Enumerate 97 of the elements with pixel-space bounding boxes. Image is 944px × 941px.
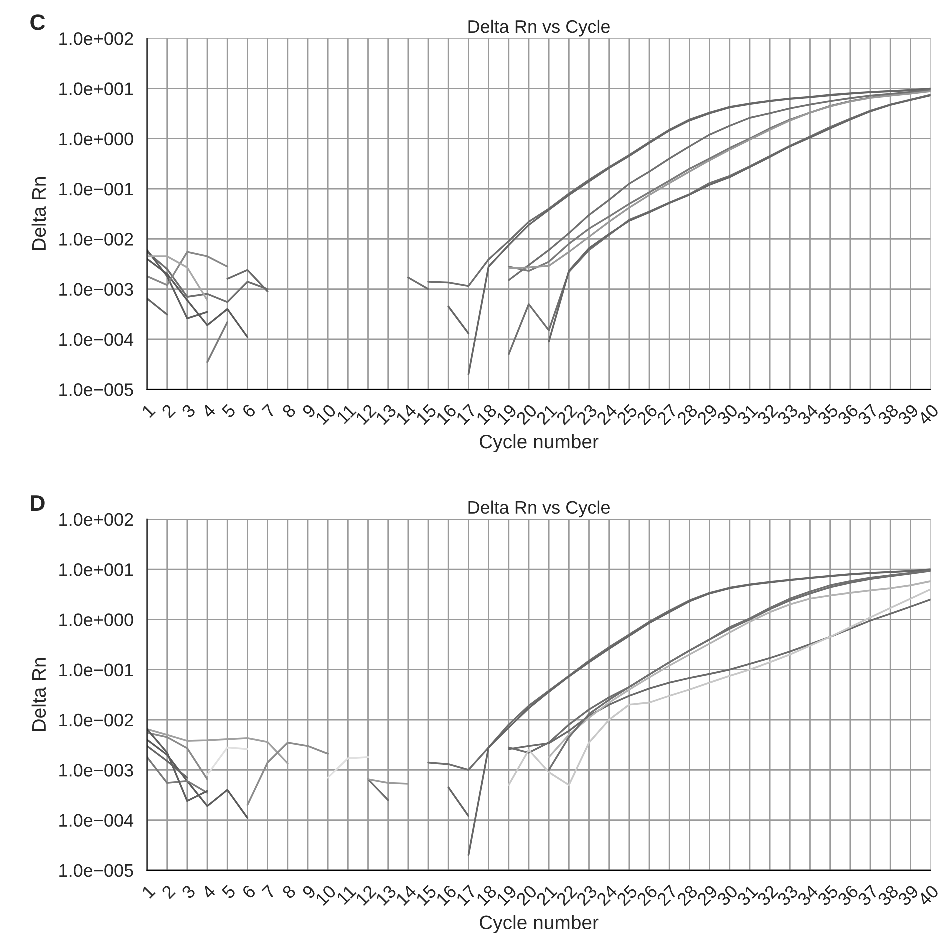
y-tick-label: 1.0e−004 bbox=[60, 814, 134, 828]
x-tick-label: 30 bbox=[716, 884, 739, 907]
x-tick-label: 16 bbox=[436, 884, 458, 906]
x-tick-label: 29 bbox=[696, 404, 719, 426]
x-tick-label: 20 bbox=[516, 884, 538, 907]
y-tick-label: 1.0e−001 bbox=[60, 182, 134, 196]
y-tick-label: 1.0e+002 bbox=[60, 32, 134, 46]
x-tick-label: 11 bbox=[336, 884, 357, 906]
y-tick-label: 1.0e−001 bbox=[60, 664, 134, 677]
x-tick-label: 23 bbox=[576, 404, 598, 426]
x-tick-label: 16 bbox=[436, 404, 458, 426]
x-tick-label: 11 bbox=[336, 404, 357, 424]
text: D bbox=[31, 496, 45, 511]
x-tick-label: 25 bbox=[616, 884, 638, 907]
x-tick-label: 29 bbox=[696, 884, 719, 907]
y-tick-label: 1.0e+001 bbox=[60, 564, 134, 576]
x-tick-label: 26 bbox=[636, 884, 658, 907]
x-tick-label: 31 bbox=[736, 884, 759, 907]
x-tick-label: 19 bbox=[496, 404, 518, 426]
y-tick-label: 1.0e−002 bbox=[60, 233, 134, 246]
x-tick-label: 21 bbox=[536, 884, 558, 906]
x-tick-label: 38 bbox=[877, 404, 900, 426]
x-tick-label: 26 bbox=[636, 404, 658, 426]
x-tick-label: 7 bbox=[262, 884, 276, 900]
y-tick-label: 1.0e−005 bbox=[60, 384, 134, 396]
x-tick-label: 34 bbox=[796, 403, 820, 426]
x-tick-label: 39 bbox=[897, 404, 920, 426]
y-tick-label: 1.0e+000 bbox=[60, 614, 134, 626]
x-tick-label: 40 bbox=[917, 884, 940, 907]
x-axis-title: Cycle number bbox=[480, 915, 599, 934]
text: C bbox=[30, 14, 46, 30]
x-tick-label: 40 bbox=[917, 404, 940, 426]
x-tick-label: 32 bbox=[756, 884, 779, 907]
x-tick-label: 37 bbox=[857, 404, 880, 426]
x-tick-label: 31 bbox=[736, 404, 759, 426]
x-tick-label: 37 bbox=[857, 884, 880, 907]
x-tick-label: 17 bbox=[456, 884, 478, 906]
x-tick-label: 25 bbox=[616, 404, 638, 426]
x-tick-label: 7 bbox=[262, 404, 276, 418]
x-tick-label: 6 bbox=[242, 404, 257, 419]
x-tick-label: 10 bbox=[315, 404, 337, 426]
x-tick-label: 19 bbox=[496, 884, 518, 906]
x-tick-label: 36 bbox=[837, 404, 860, 426]
x-tick-label: 8 bbox=[282, 404, 297, 419]
x-tick-label: 6 bbox=[242, 884, 257, 900]
x-tick-label: 27 bbox=[656, 404, 678, 426]
x-tick-label: 4 bbox=[201, 884, 216, 900]
y-tick-label: 1.0e+001 bbox=[60, 82, 134, 96]
x-tick-label: 10 bbox=[315, 884, 337, 906]
y-tick-label: 1.0e−004 bbox=[60, 333, 134, 346]
chart-title: Delta Rn vs Cycle bbox=[468, 20, 610, 37]
x-tick-label: 1 bbox=[142, 884, 156, 899]
x-tick-label: 3 bbox=[181, 884, 196, 900]
x-tick-label: 9 bbox=[302, 884, 317, 900]
x-tick-label: 3 bbox=[181, 404, 196, 419]
y-axis-title: Delta Rn bbox=[32, 658, 46, 732]
x-tick-label: 27 bbox=[656, 884, 678, 906]
x-tick-label: 9 bbox=[302, 404, 317, 419]
x-tick-label: 14 bbox=[396, 884, 418, 906]
x-axis-title: Cycle number bbox=[480, 434, 599, 453]
y-tick-label: 1.0e+002 bbox=[60, 513, 134, 526]
x-tick-label: 24 bbox=[596, 884, 618, 906]
x-tick-label: 18 bbox=[476, 884, 498, 906]
y-tick-label: 1.0e+000 bbox=[60, 132, 134, 146]
x-tick-label: 24 bbox=[596, 403, 618, 426]
x-tick-label: 30 bbox=[716, 404, 739, 426]
x-tick-label: 14 bbox=[396, 404, 418, 426]
x-tick-label: 20 bbox=[516, 404, 538, 426]
x-tick-label: 36 bbox=[837, 884, 860, 907]
x-tick-label: 35 bbox=[816, 404, 840, 426]
x-tick-label: 38 bbox=[877, 884, 900, 907]
x-tick-label: 2 bbox=[161, 404, 176, 418]
x-tick-label: 21 bbox=[536, 404, 558, 426]
x-tick-label: 5 bbox=[222, 404, 236, 419]
x-tick-label: 17 bbox=[456, 404, 478, 426]
x-tick-label: 39 bbox=[897, 884, 920, 907]
chart-title: Delta Rn vs Cycle bbox=[468, 500, 610, 518]
x-tick-label: 8 bbox=[282, 884, 297, 900]
x-tick-label: 18 bbox=[476, 404, 498, 426]
x-tick-label: 4 bbox=[201, 404, 216, 419]
y-tick-label: 1.0e−002 bbox=[60, 714, 134, 727]
x-tick-label: 35 bbox=[816, 884, 840, 907]
x-tick-label: 28 bbox=[676, 884, 699, 907]
y-axis-title: Delta Rn bbox=[32, 178, 46, 250]
y-tick-label: 1.0e−005 bbox=[60, 864, 134, 878]
x-tick-label: 2 bbox=[161, 884, 176, 900]
x-tick-label: 34 bbox=[796, 884, 820, 907]
x-tick-label: 15 bbox=[416, 884, 438, 906]
x-tick-label: 5 bbox=[222, 884, 236, 900]
x-tick-label: 1 bbox=[142, 404, 156, 418]
x-tick-label: 15 bbox=[416, 404, 438, 426]
y-tick-label: 1.0e−003 bbox=[60, 764, 134, 777]
y-tick-label: 1.0e−003 bbox=[60, 283, 134, 296]
x-tick-label: 12 bbox=[355, 884, 377, 906]
x-tick-label: 32 bbox=[756, 404, 779, 426]
x-tick-label: 23 bbox=[576, 884, 598, 907]
x-tick-label: 28 bbox=[676, 404, 699, 426]
